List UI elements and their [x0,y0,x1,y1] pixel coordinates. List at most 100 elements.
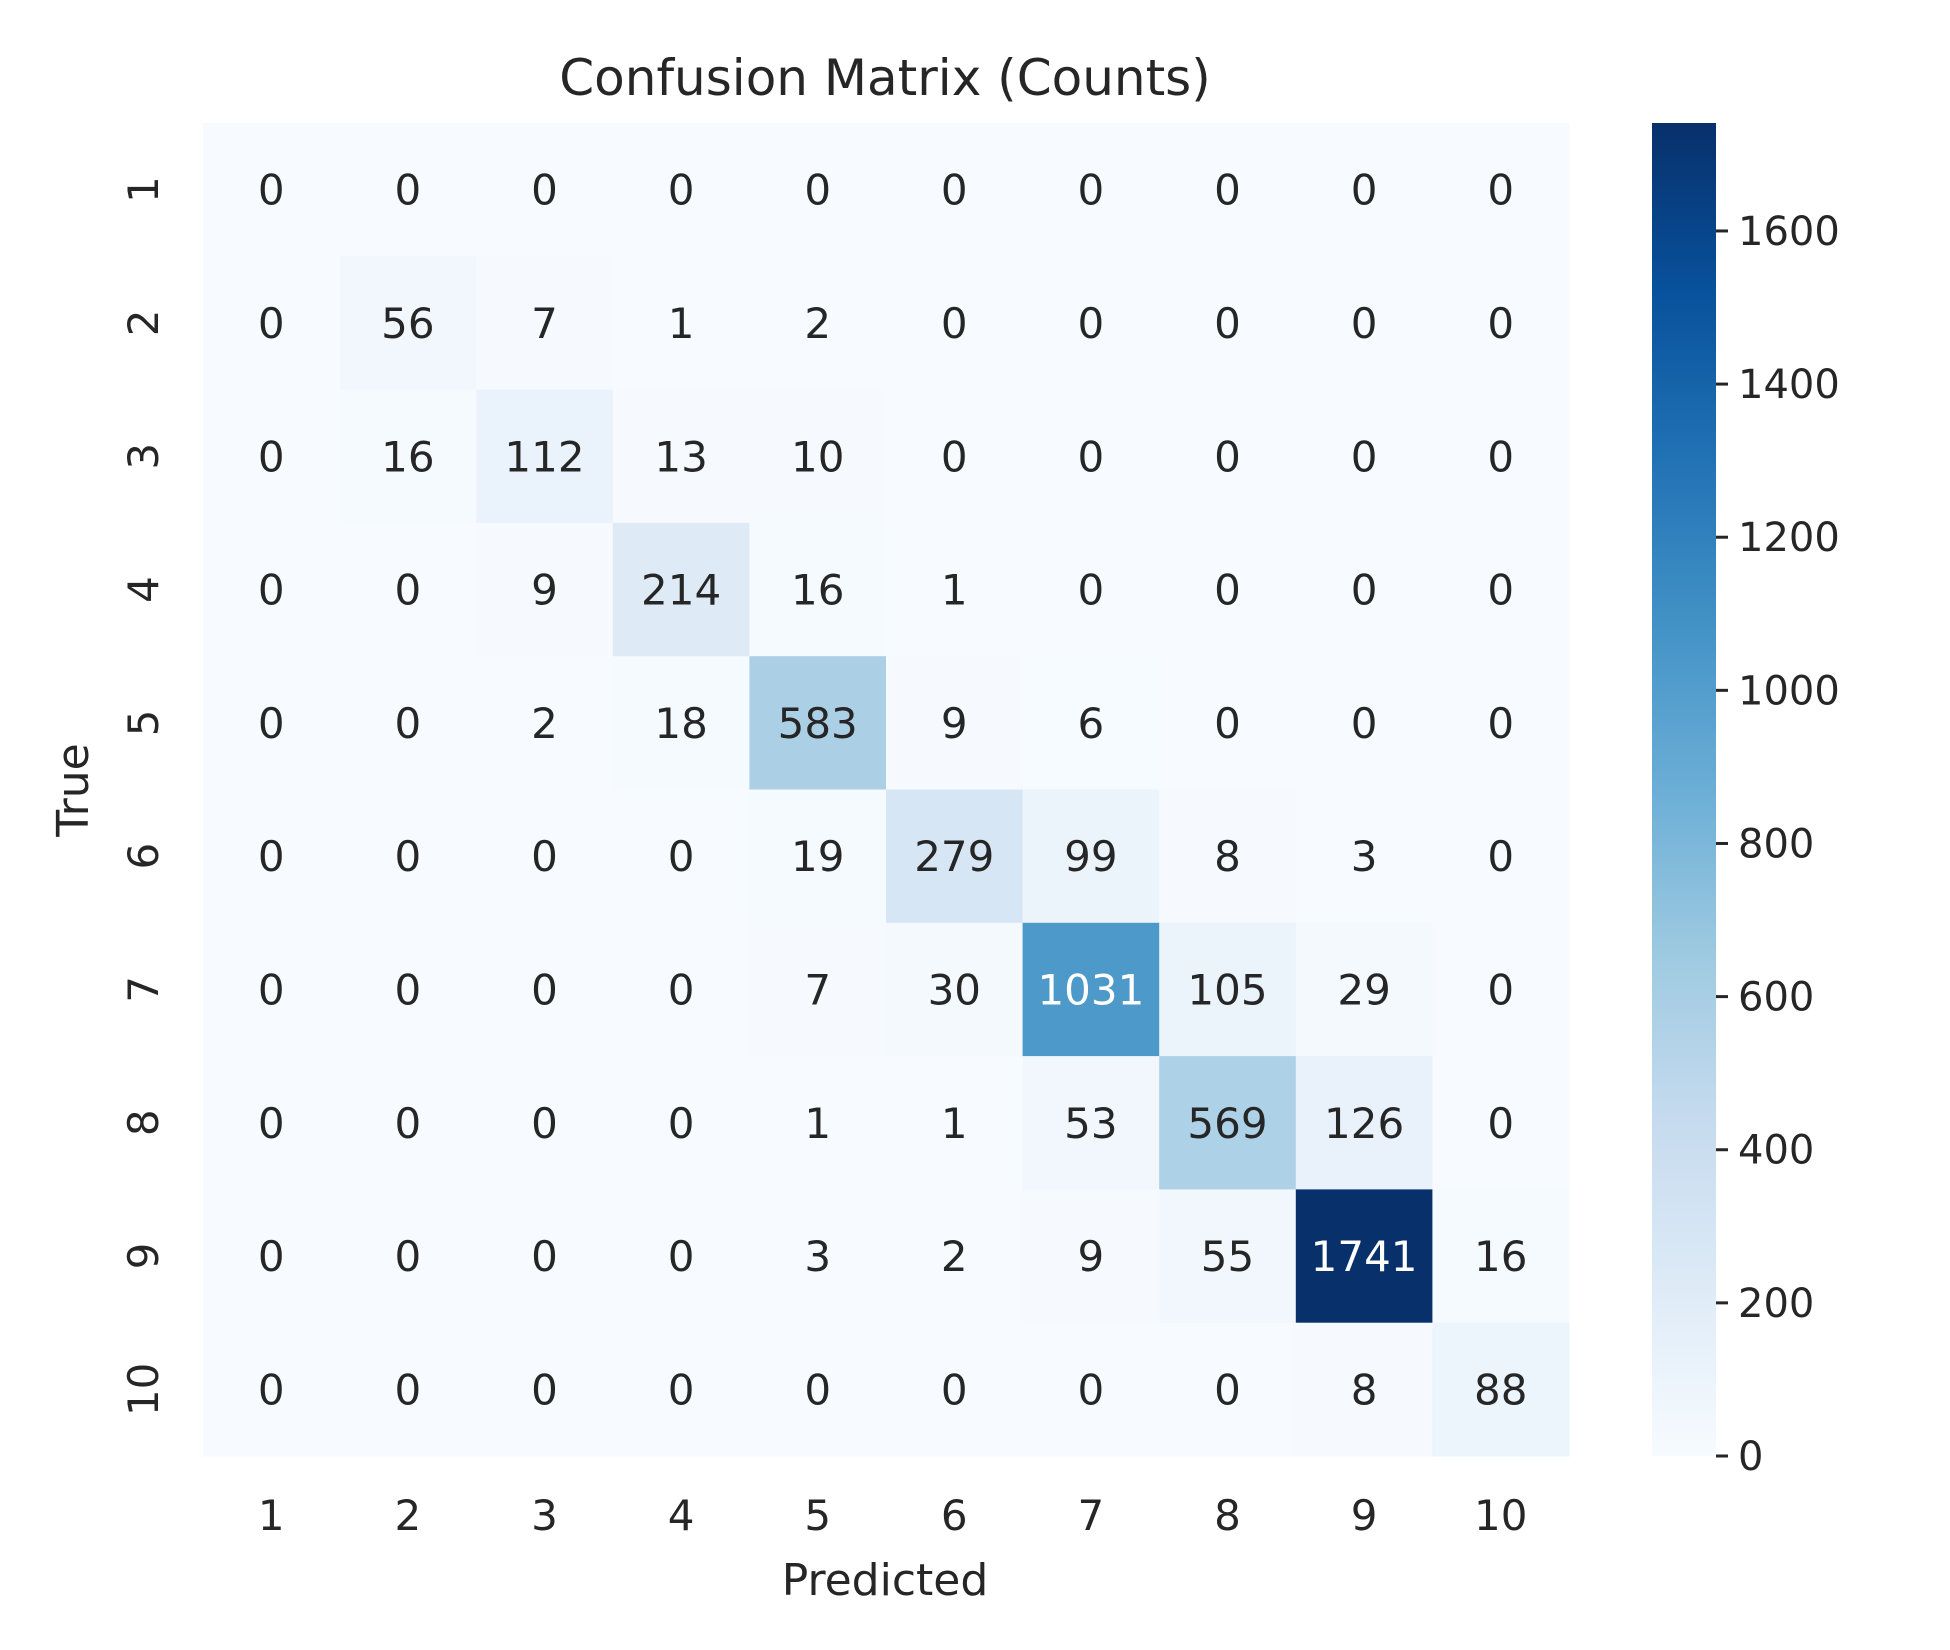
colorbar-tick-label: 1600 [1738,209,1840,255]
cell-value-label: 0 [1487,166,1514,215]
heatmap-cell [1295,256,1433,391]
heatmap-cell [339,1056,477,1190]
heatmap-cell [203,1189,341,1324]
colorbar-tick-label: 200 [1738,1281,1814,1327]
heatmap-cell [749,123,887,257]
cell-value-label: 0 [258,1365,285,1414]
cell-value-label: 55 [1201,1232,1254,1281]
heatmap-cell [1432,1056,1570,1190]
heatmap-cell [476,789,614,924]
heatmap-cell [1432,922,1570,1057]
heatmap-cell [476,1056,614,1190]
heatmap-cell [612,656,750,791]
x-axis-label: Predicted [782,1555,989,1606]
colorbar-tick-label: 1200 [1738,515,1840,561]
heatmap-cell [339,1189,477,1324]
cell-value-label: 16 [1474,1232,1527,1281]
cell-value-label: 0 [395,166,422,215]
heatmap-cell [612,1322,750,1457]
cell-value-label: 0 [1487,1099,1514,1148]
cell-value-label: 7 [804,965,831,1014]
heatmap-cell [612,123,750,257]
heatmap-cell [612,389,750,524]
heatmap-cell [1022,123,1160,257]
heatmap-cell [203,656,341,791]
heatmap-cell [886,389,1024,524]
cell-value-label: 3 [804,1232,831,1281]
cell-value-label: 0 [1487,432,1514,481]
cell-value-label: 0 [668,1099,695,1148]
cell-value-label: 0 [395,566,422,615]
heatmap-cell [1295,656,1433,791]
heatmap-cell-labels: 0 0 0 0 0 0 0 0 0 00 56 7 1 2 0 0 0 0 00 16 112 13 10 0 0 0 0 00 0 9 2… [258,166,1527,1415]
heatmap-cell [339,123,477,257]
x-tick-label: 10 [1474,1491,1527,1540]
heatmap-cell [749,1322,887,1457]
heatmap-cell [612,1189,750,1324]
y-tick-label: 4 [119,576,168,603]
heatmap-cell [476,389,614,524]
cell-value-label: 3 [1351,832,1378,881]
x-tick-label: 2 [395,1491,422,1540]
heatmap-cell [1159,522,1297,657]
y-tick-label: 2 [119,310,168,337]
colorbar-tick-label: 400 [1738,1128,1814,1174]
cell-value-label: 0 [1078,1365,1105,1414]
cell-value-label: 0 [1351,432,1378,481]
cell-value-label: 53 [1064,1099,1117,1148]
heatmap-cell [203,256,341,391]
cell-value-label: 6 [1078,699,1105,748]
heatmap-cell [1159,389,1297,524]
cell-value-label: 0 [668,166,695,215]
cell-value-label: 0 [531,1099,558,1148]
cell-value-label: 99 [1064,832,1117,881]
cell-value-label: 214 [641,566,721,615]
heatmap-cell [1022,256,1160,391]
cell-value-label: 0 [1078,432,1105,481]
heatmap-cell [612,522,750,657]
heatmap-cell [476,1189,614,1324]
heatmap-cell [749,656,887,791]
heatmap-cell [1022,789,1160,924]
cell-value-label: 9 [531,566,558,615]
cell-value-label: 0 [531,166,558,215]
cell-value-label: 0 [668,1232,695,1281]
heatmap-cell [749,789,887,924]
heatmap-cell [1159,1189,1297,1324]
cell-value-label: 0 [258,299,285,348]
cell-value-label: 0 [258,1232,285,1281]
heatmap-cell [1159,1322,1297,1457]
heatmap-cell [612,1056,750,1190]
cell-value-label: 1 [941,1099,968,1148]
x-tick-label: 6 [941,1491,968,1540]
cell-value-label: 0 [941,1365,968,1414]
heatmap-cell [1159,256,1297,391]
cell-value-label: 30 [928,965,981,1014]
heatmap-cell [203,389,341,524]
cell-value-label: 9 [1078,1232,1105,1281]
cell-value-label: 88 [1474,1365,1527,1414]
x-tick-label: 4 [668,1491,695,1540]
cell-value-label: 1741 [1311,1232,1418,1281]
heatmap-cell [1022,922,1160,1057]
cell-value-label: 1 [804,1099,831,1148]
heatmap-cell [1432,389,1570,524]
cell-value-label: 0 [395,1232,422,1281]
y-axis-ticks: 1 2 3 4 5 6 7 8 9 10 [119,176,168,1416]
heatmap-cell [203,1056,341,1190]
cell-value-label: 0 [1214,299,1241,348]
cell-value-label: 0 [1214,566,1241,615]
heatmap-cell [1295,1189,1433,1324]
cell-value-label: 56 [381,299,434,348]
cell-value-label: 16 [791,566,844,615]
cell-value-label: 0 [258,832,285,881]
cell-value-label: 0 [668,965,695,1014]
heatmap-cell [1432,1189,1570,1324]
heatmap-cell [1295,1056,1433,1190]
cell-value-label: 2 [941,1232,968,1281]
heatmap-cell [1159,656,1297,791]
heatmap-cell [476,256,614,391]
heatmap-cell [203,922,341,1057]
y-tick-label: 3 [119,443,168,470]
x-tick-label: 5 [804,1491,831,1540]
